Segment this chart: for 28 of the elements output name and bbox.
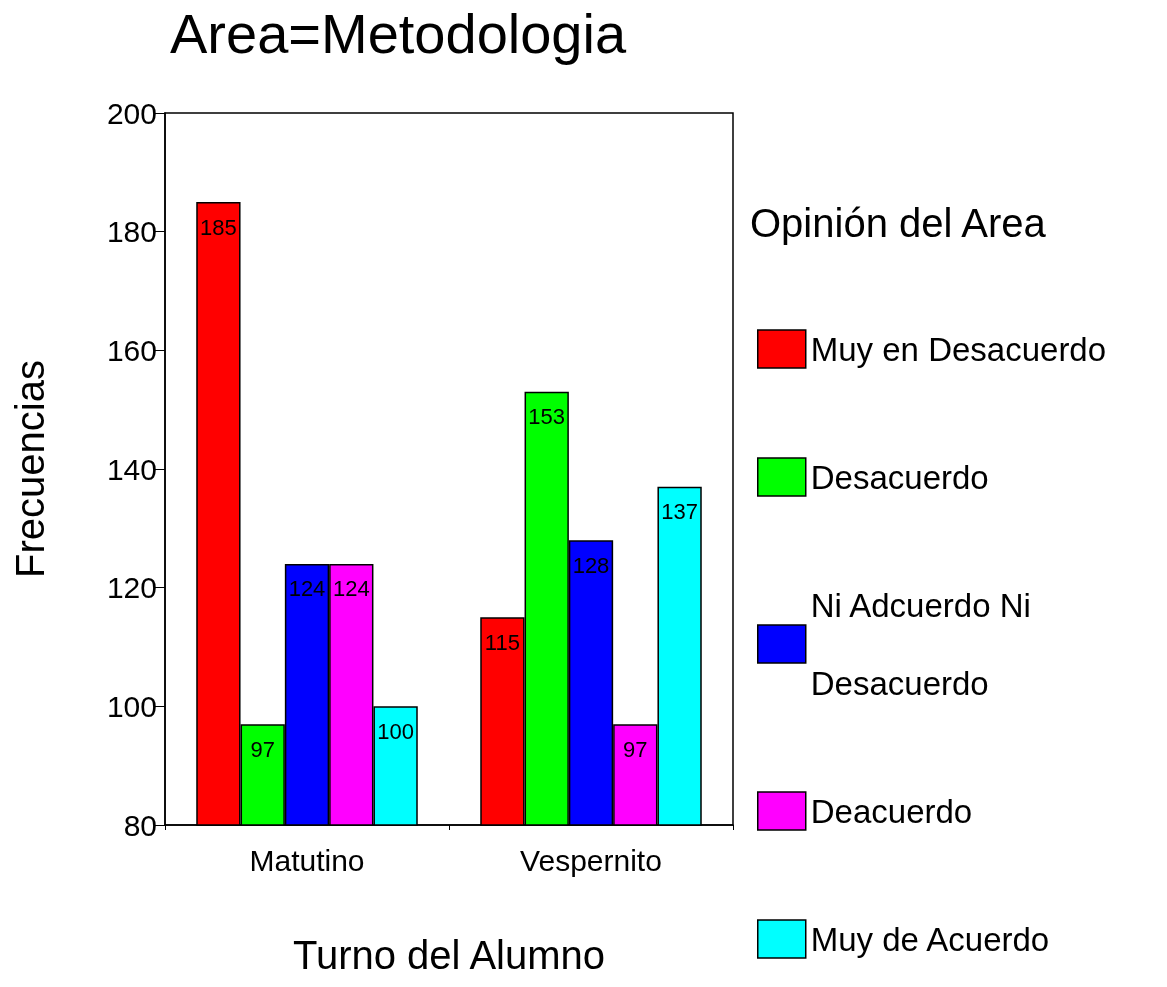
data-label: 115	[484, 629, 520, 655]
data-label: 153	[528, 404, 566, 430]
legend-title: Opinión del Area	[750, 201, 1047, 245]
y-axis-title: Frecuencias	[8, 360, 52, 578]
data-label: 185	[200, 214, 237, 240]
text: Ni Adcuerdo Ni Desacuerdo	[810, 586, 1031, 702]
data-label: 137	[661, 499, 698, 525]
y-tick-label: 160	[106, 333, 157, 367]
data-label: 100	[377, 718, 414, 744]
x-axis-title: Turno del Alumno	[292, 933, 606, 977]
data-label: 97	[623, 736, 648, 762]
x-tick-label: Vespernito	[520, 843, 662, 877]
y-tick-label: 180	[106, 215, 157, 249]
legend-label: Muy de Acuerdo	[810, 920, 1050, 958]
y-tick-label: 140	[106, 452, 157, 486]
legend-label: Desacuerdo	[810, 458, 989, 496]
data-label: 97	[250, 736, 275, 762]
y-tick-label: 80	[123, 808, 157, 842]
y-tick-label: 120	[106, 571, 157, 605]
legend-label: Deacuerdo	[810, 792, 973, 830]
legend-label: Muy en Desacuerdo	[810, 330, 1107, 368]
y-tick-label: 100	[106, 689, 157, 723]
chart-title: Area=Metodologia	[170, 1, 627, 65]
data-label: 124	[332, 576, 370, 602]
y-tick-label: 200	[106, 96, 157, 130]
x-tick-label: Matutino	[249, 843, 365, 877]
data-label: 128	[572, 552, 610, 578]
data-label: 124	[288, 576, 326, 602]
